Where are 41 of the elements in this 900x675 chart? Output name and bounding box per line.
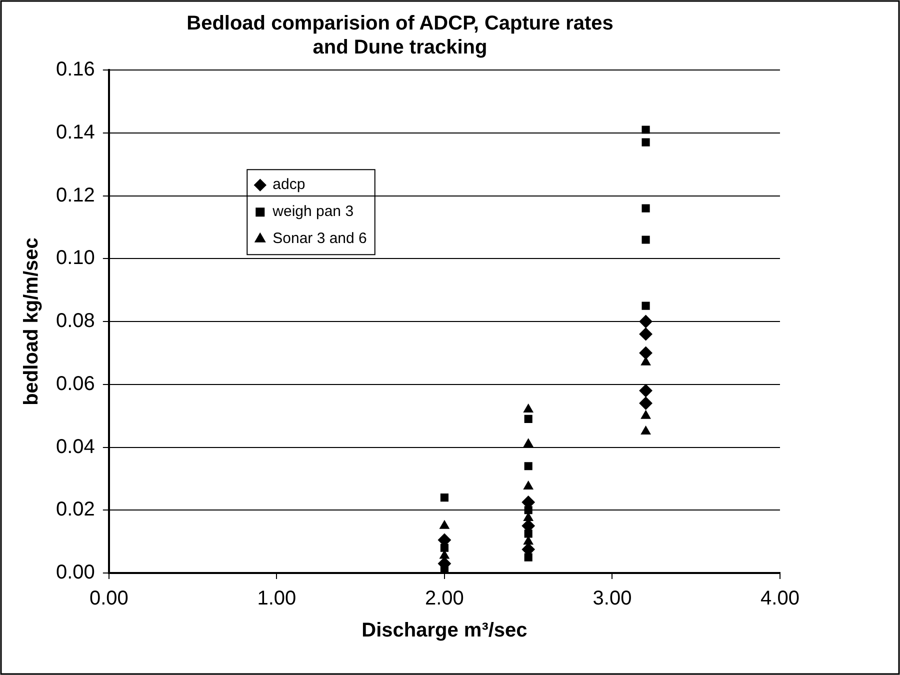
x-tick-label: 1.00 <box>257 588 296 610</box>
point <box>524 404 534 413</box>
y-tick-label: 0.06 <box>56 372 95 395</box>
y-tick-label: 0.02 <box>56 498 95 521</box>
point <box>640 410 651 419</box>
legend-label: adcp <box>272 176 306 194</box>
y-tick-label: 0.00 <box>56 562 95 584</box>
point <box>524 414 532 423</box>
point <box>524 481 534 490</box>
point <box>642 236 650 244</box>
y-tick-label: 0.14 <box>56 121 95 144</box>
point <box>642 126 650 134</box>
point <box>640 356 651 366</box>
legend-label: weigh pan 3 <box>272 203 354 220</box>
y-tick-label: 0.12 <box>56 184 95 206</box>
y-tick-label: 0.08 <box>56 310 95 332</box>
point <box>524 462 532 470</box>
point <box>640 426 651 435</box>
point <box>639 328 652 341</box>
y-tick-label: 0.04 <box>56 436 95 458</box>
point <box>440 494 448 502</box>
point <box>642 138 650 146</box>
point <box>639 396 652 410</box>
x-tick-label: 0.00 <box>89 588 128 610</box>
x-tick-label: 2.00 <box>424 588 464 610</box>
y-tick-label: 0.10 <box>56 247 95 270</box>
point <box>639 315 652 328</box>
point <box>642 204 650 212</box>
point <box>639 384 652 398</box>
legend-label: Sonar 3 and 6 <box>272 230 367 248</box>
point <box>524 438 534 448</box>
point <box>440 520 450 529</box>
x-tick-label: 3.00 <box>592 588 632 610</box>
x-tick-label: 4.00 <box>760 588 800 610</box>
y-axis-title: bedload kg/m/sec <box>20 238 43 406</box>
point <box>642 302 650 310</box>
chart-title: Bedload comparision of ADCP, Capture rates and Dune tracking <box>186 12 614 59</box>
y-tick-label: 0.16 <box>56 58 95 81</box>
point <box>524 536 534 545</box>
x-axis-title: Discharge m³/sec <box>362 620 528 642</box>
point <box>639 346 652 360</box>
